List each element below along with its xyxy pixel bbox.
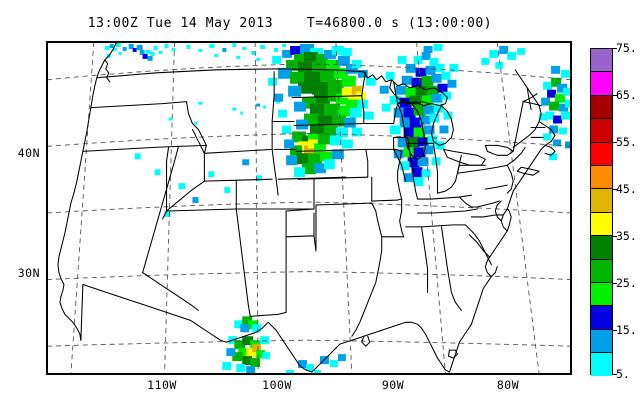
colorbar-band-30	[591, 259, 612, 283]
colorbar-tick	[613, 283, 617, 284]
echo-great-lakes-band	[379, 43, 459, 187]
page-title: 13:00Z Tue 14 May 2013 T=46800.0 s (13:0…	[87, 16, 493, 31]
colorbar-band-25	[591, 282, 612, 307]
colorbar-band-65	[591, 95, 612, 120]
colorbar-tick	[613, 142, 617, 143]
colorbar-label-15: 15.	[616, 323, 637, 337]
colorbar	[590, 48, 613, 377]
colorbar-tick	[613, 330, 617, 331]
echo-gulf-coast	[286, 354, 346, 374]
colorbar-label-35: 35.	[616, 229, 637, 243]
colorbar-tick	[613, 189, 617, 190]
colorbar-tick	[613, 374, 617, 375]
radar-echo-layer	[104, 42, 571, 374]
colorbar-label-25: 25.	[616, 276, 637, 290]
colorbar-label-75: 75.	[616, 41, 637, 55]
colorbar-label-55: 55.	[616, 135, 637, 149]
colorbar-band-50	[591, 165, 612, 190]
colorbar-tick	[613, 236, 617, 237]
colorbar-band-35	[591, 236, 612, 260]
colorbar-label-45: 45.	[616, 182, 637, 196]
echo-upper-midwest-mcs	[268, 43, 376, 178]
graticule-layer	[47, 42, 571, 374]
echo-west-texas	[222, 316, 271, 374]
x-tick-label-100w: 100W	[262, 378, 292, 392]
echo-pacific-northwest	[104, 42, 176, 61]
x-tick-label-80w: 80W	[496, 378, 520, 392]
x-tick-label-90w: 90W	[381, 378, 405, 392]
x-tick-label-110w: 110W	[147, 378, 177, 392]
colorbar-band-45	[591, 189, 612, 213]
colorbar-band-15	[591, 329, 612, 354]
echo-southwest	[134, 153, 263, 217]
colorbar-tick	[613, 48, 617, 49]
colorbar-tick	[613, 95, 617, 96]
colorbar-band-10	[591, 353, 612, 377]
colorbar-band-40	[591, 212, 612, 237]
colorbar-band-60	[591, 119, 612, 143]
colorbar-label-65: 65.	[616, 88, 637, 102]
colorbar-band-75	[591, 49, 612, 73]
colorbar-label-5: 5.	[616, 367, 630, 381]
echo-northeast	[481, 45, 526, 69]
colorbar-band-55	[591, 142, 612, 166]
y-tick-label-40n: 40N	[17, 146, 40, 160]
echo-offshore-atlantic	[539, 65, 571, 161]
colorbar-band-70	[591, 72, 612, 96]
map-vector-layer	[57, 42, 556, 373]
map-canvas	[47, 42, 571, 374]
map-frame	[46, 41, 572, 375]
y-tick-label-30n: 30N	[17, 266, 40, 280]
colorbar-band-20	[591, 306, 612, 330]
